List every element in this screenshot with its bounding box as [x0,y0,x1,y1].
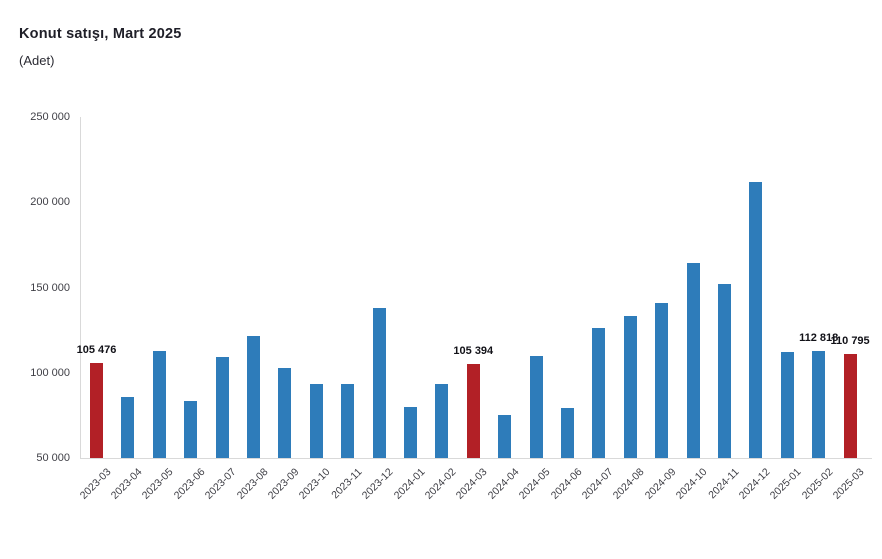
bar-2023-08 [247,336,260,458]
chart-subtitle: (Adet) [19,53,55,68]
bar-2023-09 [278,368,292,458]
bar-2024-08 [623,315,637,458]
bar-2024-07 [592,327,606,458]
bar-2023-04 [121,397,135,458]
x-axis-line [80,458,872,459]
y-tick-label: 250 000 [30,111,70,123]
bar-2023-05 [152,351,166,458]
bar-2024-03 [466,363,480,458]
bar-2024-09 [655,303,669,458]
bar-value-label: 110 795 [830,335,870,348]
y-tick-label: 100 000 [30,366,70,379]
bar-2025-02 [812,350,826,458]
bar-2024-11 [718,283,731,458]
bar-2024-12 [749,181,763,458]
bar-2024-10 [686,262,700,458]
bar-2023-12 [372,307,386,458]
bar-2023-11 [341,384,355,458]
bar-value-label: 105 476 [76,344,117,357]
bar-2024-05 [529,355,543,458]
bar-2024-06 [561,408,574,458]
chart-title: Konut satışı, Mart 2025 [19,26,182,42]
bar-2024-04 [498,414,512,458]
bar-2023-07 [215,357,229,458]
y-tick-label: 150 000 [30,281,70,294]
bar-2024-01 [404,406,417,458]
y-axis-line [80,117,81,458]
bar-value-label: 112 818 [799,331,839,344]
bar-2025-01 [780,351,794,458]
y-tick-label: 200 000 [30,196,70,209]
bar-2023-06 [184,400,198,458]
bar-2025-03 [843,354,857,458]
bar-2024-02 [435,383,449,458]
y-tick-label: 50 000 [36,452,70,464]
bar-value-label: 105 394 [453,344,494,357]
bar-2023-03 [90,363,103,458]
bar-2023-10 [309,383,323,458]
